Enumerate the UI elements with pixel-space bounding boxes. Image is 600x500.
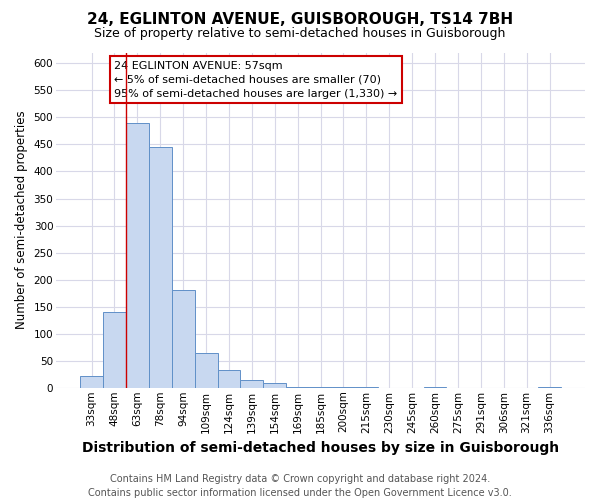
Text: 24, EGLINTON AVENUE, GUISBOROUGH, TS14 7BH: 24, EGLINTON AVENUE, GUISBOROUGH, TS14 7… xyxy=(87,12,513,28)
Bar xyxy=(149,147,172,388)
Bar xyxy=(263,384,286,388)
Bar xyxy=(80,376,103,388)
Bar xyxy=(126,123,149,388)
Bar xyxy=(309,386,332,388)
Bar xyxy=(538,386,561,388)
Bar xyxy=(194,352,218,388)
Bar xyxy=(218,370,241,388)
Text: Contains HM Land Registry data © Crown copyright and database right 2024.
Contai: Contains HM Land Registry data © Crown c… xyxy=(88,474,512,498)
Bar xyxy=(172,290,194,388)
X-axis label: Distribution of semi-detached houses by size in Guisborough: Distribution of semi-detached houses by … xyxy=(82,441,559,455)
Y-axis label: Number of semi-detached properties: Number of semi-detached properties xyxy=(15,111,28,330)
Bar xyxy=(241,380,263,388)
Bar xyxy=(103,312,126,388)
Text: 24 EGLINTON AVENUE: 57sqm
← 5% of semi-detached houses are smaller (70)
95% of s: 24 EGLINTON AVENUE: 57sqm ← 5% of semi-d… xyxy=(115,60,398,98)
Bar xyxy=(424,386,446,388)
Bar xyxy=(286,386,309,388)
Bar xyxy=(332,386,355,388)
Bar xyxy=(355,386,378,388)
Text: Size of property relative to semi-detached houses in Guisborough: Size of property relative to semi-detach… xyxy=(94,28,506,40)
